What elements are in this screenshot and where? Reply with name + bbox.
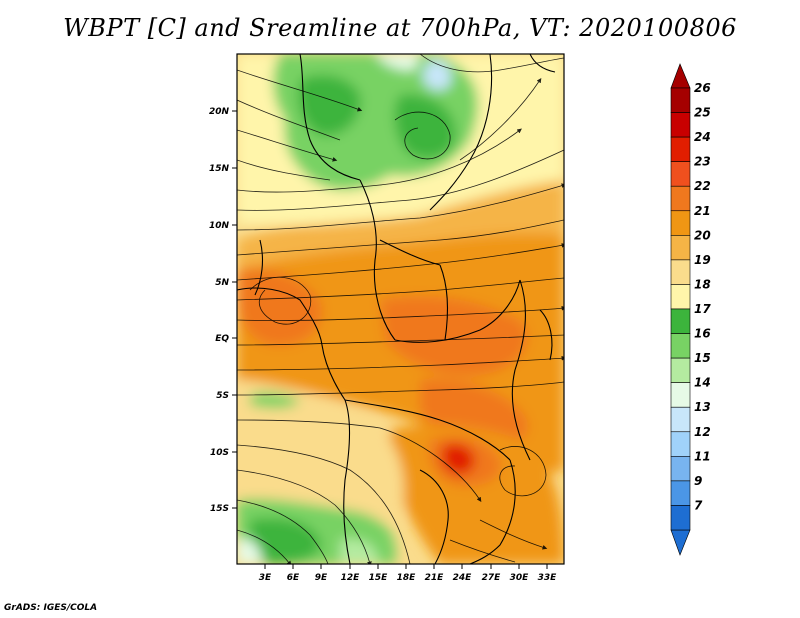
colorbar-segment [670, 235, 691, 261]
lon-label-3e: 3E [259, 573, 272, 583]
lon-label-24e: 24E [453, 573, 473, 583]
colorbar-segment [670, 456, 691, 482]
colorbar-label: 7 [694, 498, 703, 512]
lat-axis: 20N 15N 10N 5N EQ 5S 10S 15S [209, 107, 237, 514]
lon-label-15e: 15E [369, 573, 389, 583]
colorbar-label: 26 [694, 81, 711, 95]
colorbar-segment [670, 333, 691, 359]
colorbar-segment [670, 112, 691, 138]
lon-label-6e: 6E [287, 573, 300, 583]
lon-label-21e: 21E [425, 573, 445, 583]
colorbar-label: 20 [694, 228, 711, 242]
lon-label-27e: 27E [482, 573, 502, 583]
colorbar-segment [670, 87, 691, 113]
lat-label-eq: EQ [215, 334, 229, 344]
colorbar-segment [670, 259, 691, 285]
colorbar-label: 14 [694, 376, 711, 390]
colorbar-segment [670, 161, 691, 187]
coastlines-borders [237, 54, 556, 564]
map-title: WBPT [C] and Sreamline at 700hPa, VT: 20… [63, 14, 737, 42]
lon-label-30e: 30E [510, 573, 530, 583]
colorbar-segment [670, 431, 691, 457]
colorbar-segment [670, 382, 691, 408]
colorbar-label: 11 [694, 449, 711, 463]
lat-label-5s: 5S [216, 391, 229, 401]
colorbar-segment [670, 136, 691, 162]
lat-label-15s: 15S [210, 504, 229, 514]
colorbar-label: 24 [694, 130, 711, 144]
colorbar-label: 23 [694, 155, 711, 169]
colorbar-bottom-arrow [670, 529, 691, 556]
colorbar-label: 16 [694, 327, 711, 341]
colorbar-segment [670, 480, 691, 506]
colorbar-segment [670, 210, 691, 236]
colorbar-label: 25 [694, 106, 711, 120]
lat-label-15n: 15N [209, 164, 230, 174]
lon-axis: 3E 6E 9E 12E 15E 18E 21E 24E 27E 30E 33E [259, 564, 557, 583]
colorbar: 26 25 24 23 22 21 20 19 18 17 16 15 14 13 12 11 9 7 [670, 63, 711, 556]
lat-label-5n: 5N [215, 278, 229, 288]
lat-label-10s: 10S [210, 448, 229, 458]
colorbar-label: 21 [694, 204, 711, 218]
lon-label-18e: 18E [397, 573, 417, 583]
colorbar-segment [670, 284, 691, 310]
lon-label-12e: 12E [341, 573, 361, 583]
lat-label-20n: 20N [209, 107, 230, 117]
colorbar-segment [670, 185, 691, 212]
lat-label-10n: 10N [209, 221, 230, 231]
colorbar-segment [670, 308, 691, 334]
colorbar-label: 12 [694, 425, 711, 439]
colorbar-label: 19 [694, 253, 711, 267]
colorbar-segment [670, 406, 691, 433]
colorbar-label: 15 [694, 351, 711, 365]
colorbar-label: 22 [694, 179, 711, 193]
lon-label-33e: 33E [538, 573, 558, 583]
colorbar-top-arrow [670, 63, 691, 89]
colorbar-segment [670, 357, 691, 383]
colorbar-label: 13 [694, 400, 711, 414]
colorbar-label: 18 [694, 277, 711, 291]
wbpt-field [237, 54, 564, 564]
grads-credit: GrADS: IGES/COLA [4, 603, 98, 613]
colorbar-label: 17 [694, 302, 711, 316]
lon-label-9e: 9E [315, 573, 328, 583]
colorbar-segment [670, 505, 691, 531]
map-frame [236, 53, 565, 565]
colorbar-label: 9 [694, 474, 702, 488]
